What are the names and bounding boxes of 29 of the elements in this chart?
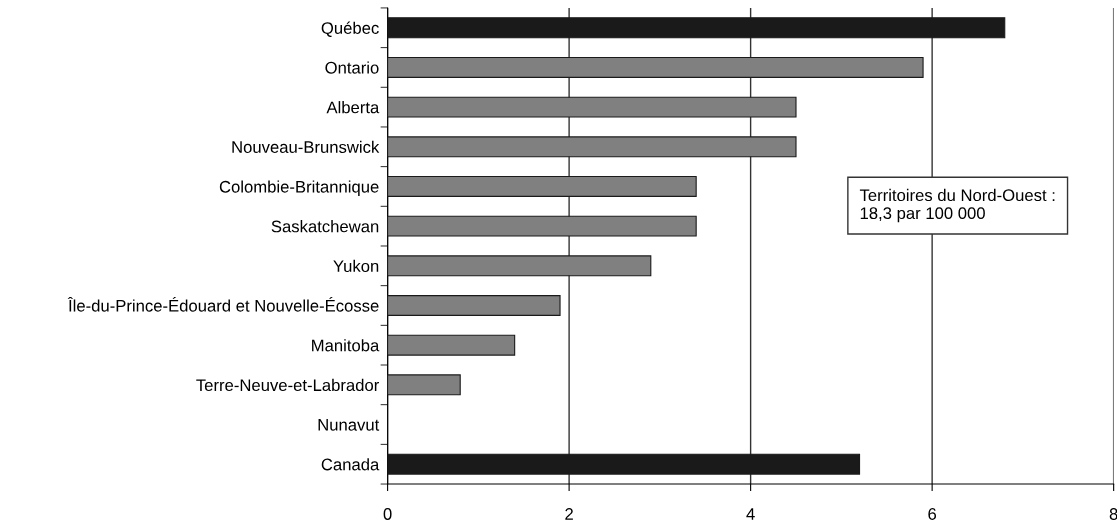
bar [387,374,461,396]
y-tick-label: Yukon [333,259,379,273]
bar [387,215,697,237]
x-tick-label: 2 [565,508,573,520]
y-tick-label: Colombie-Britannique [219,180,379,196]
bar [387,175,697,197]
y-tick-label: Québec [321,21,379,37]
bar [387,295,561,316]
x-tick-label: 4 [746,508,755,520]
x-tick-label: 8 [1109,508,1117,520]
bar [387,96,797,118]
bar [387,136,797,158]
y-tick-label: Saskatchewan [271,220,379,233]
y-tick-label: Nunavut [318,419,380,431]
bar [387,56,924,78]
bar [387,17,1006,39]
y-tick-label: Terre-Neuve-et-Labrador [196,378,380,392]
y-tick-label: Nouveau-Brunswick [232,140,380,153]
y-tick-label: Canada [321,458,380,471]
y-tick-label: Île-du-Prince-Édouard et Nouvelle-Écosse [67,296,379,312]
x-tick-label: 0 [383,508,392,520]
bar [387,453,861,475]
x-tick-label: 6 [928,508,937,520]
bar [387,255,652,277]
annotation: Territoires du Nord-Ouest : 18,3 par 100 000 [859,188,1055,223]
bar [387,334,516,356]
y-tick-label: Alberta [326,101,380,114]
y-tick-label: Ontario [325,61,379,74]
y-tick-label: Manitoba [312,339,380,352]
